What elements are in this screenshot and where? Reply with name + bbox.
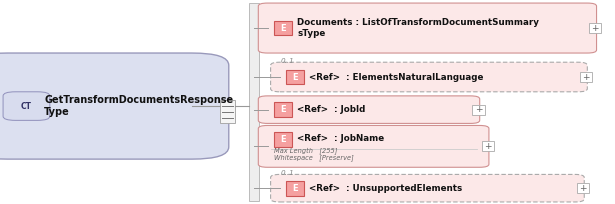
Text: E: E [280,105,286,114]
Bar [249,3,259,201]
Bar [580,72,592,82]
FancyBboxPatch shape [258,96,480,123]
Bar [286,181,304,195]
Text: Max Length   [255]
Whitespace   [Preserve]: Max Length [255] Whitespace [Preserve] [274,147,354,161]
FancyBboxPatch shape [271,174,584,202]
Text: Documents : ListOfTransformDocumentSummary
sType: Documents : ListOfTransformDocumentSumma… [297,18,539,38]
Text: +: + [475,105,482,114]
Text: +: + [592,23,599,33]
Text: <Ref>  : JobName: <Ref> : JobName [297,134,384,143]
Bar [482,142,494,151]
Text: E: E [280,23,286,33]
Text: E: E [280,135,286,144]
FancyBboxPatch shape [0,53,229,159]
Bar [274,132,292,147]
Text: +: + [484,142,491,151]
FancyBboxPatch shape [258,125,489,167]
Text: +: + [582,72,590,82]
Bar [589,23,601,33]
Text: 0..1: 0..1 [281,58,295,64]
Text: <Ref>  : JobId: <Ref> : JobId [297,105,365,114]
FancyBboxPatch shape [271,62,587,92]
Text: E: E [292,184,298,193]
Text: <Ref>  : UnsupportedElements: <Ref> : UnsupportedElements [309,184,462,193]
Text: GetTransformDocumentsResponse
Type: GetTransformDocumentsResponse Type [44,95,234,117]
FancyBboxPatch shape [3,92,50,120]
Text: 0..1: 0..1 [281,171,295,176]
Bar [577,183,589,193]
Bar [274,102,292,117]
Text: E: E [292,72,298,82]
Text: +: + [579,184,587,193]
Bar [274,21,292,35]
FancyBboxPatch shape [258,3,597,53]
Text: <Ref>  : ElementsNaturalLanguage: <Ref> : ElementsNaturalLanguage [309,72,484,82]
Text: CT: CT [21,102,32,111]
Bar [220,100,235,123]
Bar [472,105,485,115]
Bar [286,70,304,84]
